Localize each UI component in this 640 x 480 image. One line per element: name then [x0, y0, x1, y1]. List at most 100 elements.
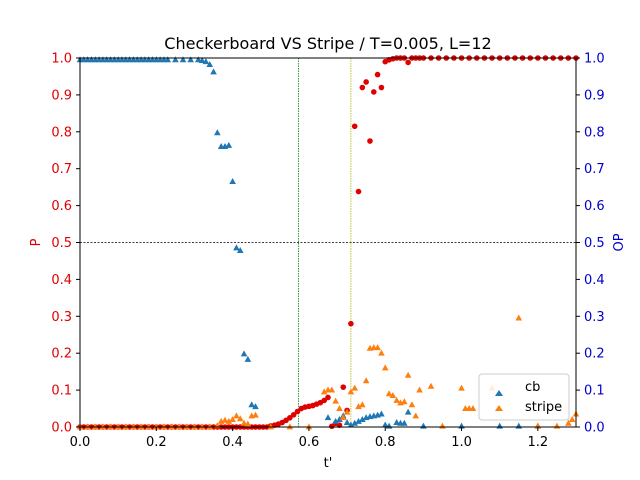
- y-left-tick-label-1: 0.1: [51, 384, 72, 399]
- x-tick-label-1: 0.2: [146, 435, 167, 450]
- point-cb-48: [347, 421, 355, 428]
- point-cb-62: [404, 408, 412, 415]
- point-p-55: [287, 414, 293, 421]
- y-left-tick-label-8: 0.8: [51, 125, 72, 140]
- point-cb-43: [324, 414, 332, 421]
- y-left-tick-label-0: 0.0: [51, 421, 72, 436]
- point-p-75: [363, 79, 369, 85]
- x-tick-label-0: 0.0: [70, 435, 91, 450]
- point-stripe-17: [206, 423, 214, 430]
- point-stripe-2: [91, 423, 99, 430]
- point-stripe-56: [412, 412, 420, 419]
- legend-marker-stripe: [495, 405, 503, 411]
- point-stripe-63: [469, 404, 477, 411]
- point-cb-56: [378, 410, 385, 417]
- point-stripe-29: [267, 423, 275, 430]
- point-stripe-37: [339, 414, 347, 421]
- point-stripe-13: [175, 423, 183, 430]
- point-stripe-55: [408, 401, 416, 408]
- point-stripe-8: [137, 423, 145, 430]
- point-cb-36: [229, 178, 236, 185]
- y-left-tick-label-3: 0.3: [51, 310, 72, 325]
- point-stripe-41: [355, 403, 362, 410]
- point-stripe-20: [221, 416, 229, 423]
- point-stripe-10: [153, 423, 160, 430]
- point-stripe-43: [362, 377, 370, 384]
- y-right-tick-label-1: 0.1: [584, 384, 605, 399]
- x-tick-label-4: 0.8: [375, 435, 396, 450]
- point-cb-26: [187, 56, 194, 63]
- point-stripe-58: [427, 382, 435, 389]
- point-p-69: [340, 384, 347, 390]
- point-stripe-50: [389, 392, 397, 399]
- point-p-76: [367, 138, 373, 144]
- legend-marker-cb: [495, 390, 503, 396]
- point-p-72: [351, 123, 358, 130]
- y-right-tick-label-5: 0.5: [584, 236, 605, 251]
- point-p-66: [329, 423, 335, 430]
- y-right-tick-label-7: 0.7: [584, 162, 605, 177]
- y-axis-label-left: P: [29, 238, 44, 246]
- point-stripe-23: [233, 412, 240, 419]
- y-right-tick-label-0: 0.0: [584, 421, 605, 436]
- point-cb-50: [355, 417, 362, 424]
- y-left-tick-label-4: 0.4: [51, 273, 72, 288]
- point-stripe-11: [160, 423, 168, 430]
- point-cb-41: [248, 401, 255, 408]
- x-tick-label-5: 1.0: [451, 435, 472, 450]
- point-stripe-24: [236, 415, 244, 422]
- y-left-tick-label-2: 0.2: [51, 347, 72, 362]
- point-stripe-26: [244, 420, 252, 427]
- point-stripe-40: [351, 384, 359, 391]
- legend-label-stripe: stripe: [525, 400, 562, 415]
- point-cb-61: [401, 419, 408, 426]
- x-tick-label-6: 1.2: [528, 435, 549, 450]
- point-stripe-53: [401, 398, 408, 405]
- y-left-tick-label-6: 0.6: [51, 199, 72, 214]
- point-stripe-51: [393, 396, 400, 403]
- point-stripe-5: [114, 423, 122, 430]
- y-left-tick-label-5: 0.5: [51, 236, 72, 251]
- point-stripe-31: [305, 423, 313, 430]
- point-stripe-9: [145, 423, 152, 430]
- y-axis-label-right: OP: [612, 233, 627, 251]
- point-cb-57: [381, 421, 389, 428]
- point-cb-40: [244, 355, 252, 362]
- y-right-tick-label-2: 0.2: [584, 347, 605, 362]
- point-stripe-30: [286, 423, 294, 430]
- legend-box: [478, 373, 570, 421]
- point-cb-27: [194, 56, 202, 63]
- point-cb-24: [172, 56, 179, 63]
- point-stripe-65: [515, 314, 523, 321]
- point-cb-30: [206, 61, 214, 68]
- point-stripe-21: [225, 417, 233, 424]
- point-stripe-35: [332, 397, 339, 404]
- y-right-tick-label-4: 0.4: [584, 273, 605, 288]
- point-stripe-36: [336, 404, 343, 411]
- y-left-tick-label-10: 1.0: [51, 52, 72, 67]
- point-stripe-12: [168, 423, 175, 430]
- point-p-74: [359, 84, 366, 91]
- point-p-71: [348, 320, 354, 327]
- y-left-tick-label-9: 0.9: [51, 88, 72, 103]
- point-p-64: [321, 397, 327, 404]
- point-cb-45: [336, 416, 343, 423]
- point-p-77: [370, 89, 377, 95]
- plot-area: 0.0 0.2 0.4 0.6 0.8 1.0 1.20.0 0.00.1 0.10.2 0.20…: [51, 52, 604, 451]
- point-stripe-15: [191, 423, 198, 430]
- y-right-tick-label-10: 1.0: [584, 52, 605, 67]
- point-stripe-46: [374, 344, 381, 351]
- point-stripe-48: [381, 364, 389, 371]
- point-cb-49: [351, 419, 359, 426]
- point-stripe-6: [122, 423, 130, 430]
- point-stripe-54: [404, 371, 412, 378]
- point-stripe-25: [240, 419, 248, 426]
- point-stripe-39: [347, 388, 355, 395]
- y-left-tick-label-7: 0.7: [51, 162, 72, 177]
- point-cb-42: [252, 403, 259, 410]
- y-right-tick-label-6: 0.6: [584, 199, 605, 214]
- point-stripe-68: [565, 419, 572, 426]
- point-stripe-47: [378, 349, 385, 356]
- point-cb-28: [198, 56, 206, 63]
